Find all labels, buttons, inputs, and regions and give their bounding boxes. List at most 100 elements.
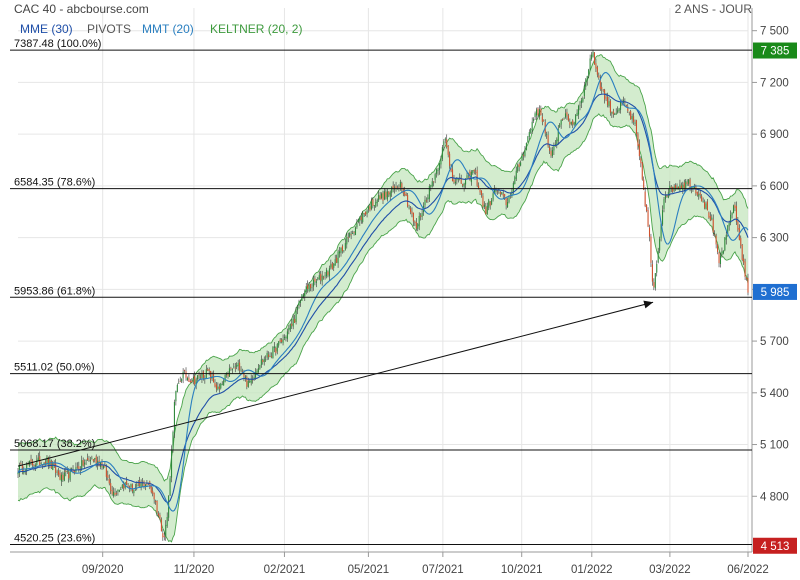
candle-body <box>346 236 348 245</box>
indicator-pivots[interactable]: PIVOTS <box>87 22 131 36</box>
candle-body <box>550 150 552 156</box>
fibonacci-label: 6584.35 (78.6%) <box>14 177 95 189</box>
candle-body <box>121 484 123 489</box>
candle-body <box>702 201 704 203</box>
candle-body <box>288 327 290 331</box>
chart-title: CAC 40 - abcbourse.com <box>14 2 149 16</box>
candle-body <box>52 463 54 471</box>
y-tick-label: 4 800 <box>760 491 789 503</box>
candle-body <box>744 261 746 277</box>
candle-body <box>85 459 87 461</box>
candle-body <box>719 255 722 264</box>
candle-body <box>17 472 19 475</box>
candle-body <box>336 257 338 263</box>
x-tick-label: 03/2022 <box>649 564 691 576</box>
candle-body <box>239 362 241 371</box>
candle-body <box>20 462 22 464</box>
candle-body <box>404 191 406 196</box>
candle-body <box>682 184 684 191</box>
candle-body <box>595 63 597 69</box>
candle-body <box>698 194 700 197</box>
candle-body <box>156 500 158 513</box>
candle-body <box>456 178 458 181</box>
candle-body <box>320 273 322 281</box>
candle-body <box>543 119 545 121</box>
candle-body <box>538 109 540 117</box>
candle-body <box>82 460 84 466</box>
price-badge-label: 7 385 <box>761 46 790 58</box>
candle-body <box>408 207 410 209</box>
candle-body <box>218 386 220 389</box>
candle-body <box>683 182 685 188</box>
keltner-band <box>17 54 749 543</box>
candle-body <box>341 245 343 252</box>
candle-body <box>118 490 120 492</box>
candle-body <box>737 221 739 230</box>
candle-body <box>262 359 264 363</box>
candle-body <box>696 191 698 196</box>
candle-body <box>475 171 477 173</box>
candle-body <box>679 184 681 191</box>
candle-body <box>705 203 707 210</box>
candle-body <box>599 79 601 89</box>
candle-body <box>153 492 155 500</box>
candle-body <box>525 142 527 151</box>
candle-body <box>294 319 296 323</box>
candle-body <box>365 211 367 215</box>
candle-body <box>473 169 475 172</box>
candle-body <box>166 517 168 526</box>
candle-body <box>143 481 145 487</box>
candle-body <box>202 371 204 378</box>
candle-body <box>654 273 656 289</box>
candle-body <box>254 372 257 378</box>
candle-body <box>55 463 57 473</box>
candle-body <box>268 354 270 358</box>
candle-body <box>385 191 387 198</box>
candle-body <box>562 119 564 120</box>
candle-body <box>117 489 119 492</box>
price-badges: 7 385 5 985 4 513 <box>753 42 797 554</box>
candle-body <box>369 206 371 211</box>
candle-body <box>150 485 152 493</box>
candle-body <box>482 195 484 207</box>
candle-body <box>173 401 175 434</box>
candle-body <box>508 195 510 203</box>
candle-body <box>586 75 588 82</box>
candle-body <box>18 464 20 474</box>
candle-body <box>298 301 300 306</box>
candle-body <box>589 58 591 70</box>
candle-body <box>472 169 474 173</box>
candle-body <box>388 191 390 195</box>
candle-body <box>615 112 617 115</box>
candle-body <box>685 180 687 189</box>
candle-body <box>76 466 78 468</box>
candle-body <box>715 235 717 245</box>
candle-body <box>693 186 695 188</box>
candle-body <box>704 201 706 208</box>
candle-body <box>489 201 491 206</box>
candle-body <box>711 217 713 220</box>
candle-body <box>659 238 661 251</box>
candle-body <box>424 199 426 206</box>
candle-body <box>224 374 226 382</box>
candle-body <box>136 484 138 487</box>
candle-body <box>339 251 341 254</box>
candle-body <box>305 286 307 293</box>
candle-body <box>415 222 417 229</box>
candle-body <box>740 238 742 246</box>
indicator-keltner[interactable]: KELTNER (20, 2) <box>210 22 302 36</box>
indicator-mme[interactable]: MME (30) <box>20 22 73 36</box>
candle-body <box>47 457 49 465</box>
candle-body <box>325 269 328 277</box>
candle-body <box>269 356 271 358</box>
candle-body <box>559 124 561 128</box>
candle-body <box>160 519 162 532</box>
candle-body <box>376 200 378 204</box>
candle-body <box>640 158 642 164</box>
candle-body <box>521 154 523 161</box>
candle-body <box>706 201 708 211</box>
candle-body <box>570 121 572 125</box>
indicator-mmt[interactable]: MMT (20) <box>142 22 194 36</box>
candle-body <box>463 183 465 187</box>
candle-body <box>747 278 749 293</box>
